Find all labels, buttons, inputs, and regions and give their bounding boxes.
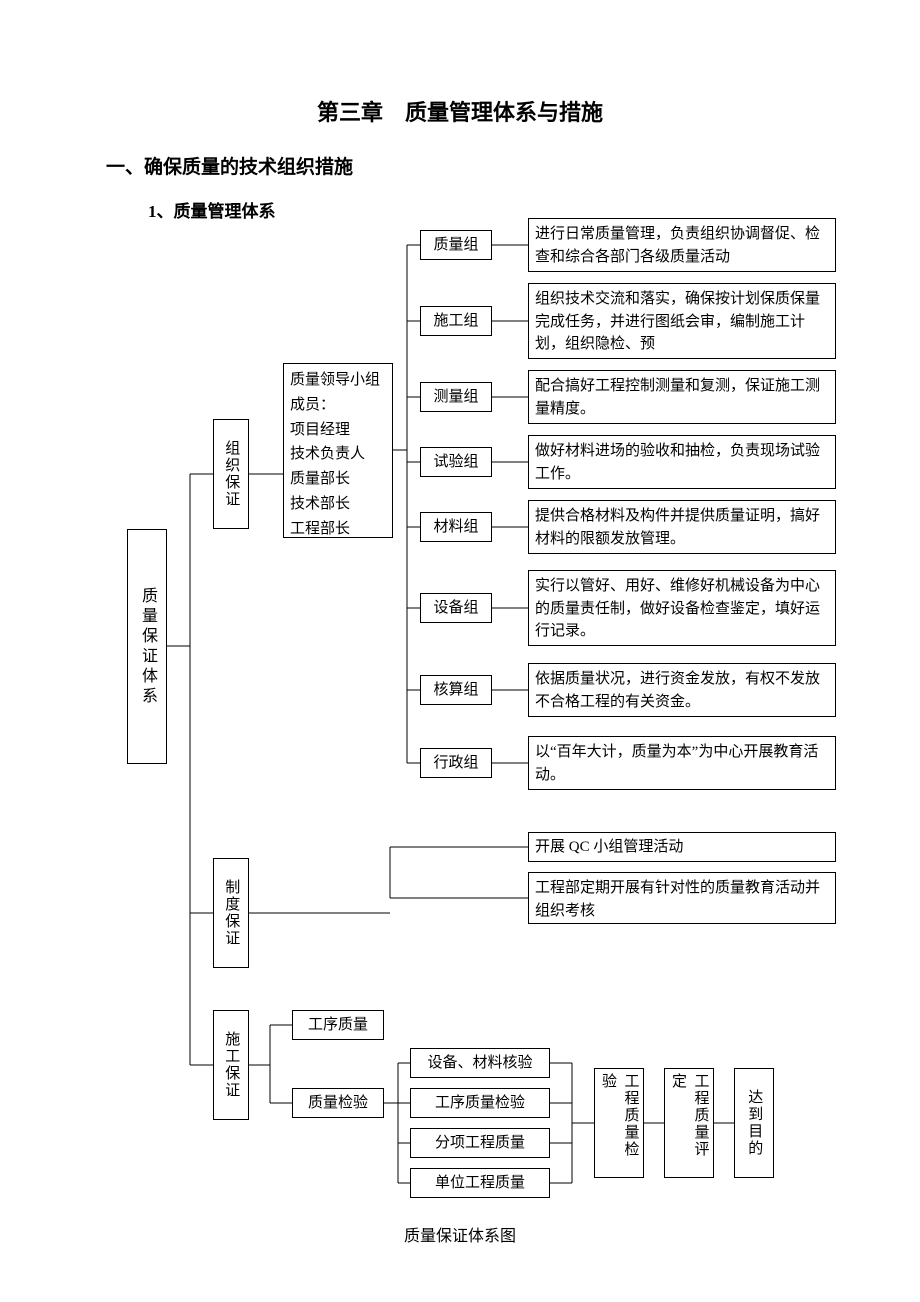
members-box: 质量领导小组成员： 项目经理 技术负责人 质量部长 技术部长 工程部长 (283, 363, 393, 538)
flow-0: 工程质量检验 (594, 1068, 644, 1178)
group-desc-2: 配合搞好工程控制测量和复测，保证施工测量精度。 (528, 370, 836, 424)
chapter-title: 第三章 质量管理体系与措施 (0, 95, 920, 127)
group-name-3: 试验组 (420, 447, 492, 477)
group-desc-1: 组织技术交流和落实，确保按计划保质保量完成任务，并进行图纸会审，编制施工计划，组… (528, 283, 836, 359)
group-desc-0: 进行日常质量管理，负责组织协调督促、检查和综合各部门各级质量活动 (528, 218, 836, 272)
group-name-6: 核算组 (420, 675, 492, 705)
sys-item-0: 开展 QC 小组管理活动 (528, 832, 836, 862)
group-name-2: 测量组 (420, 382, 492, 412)
check-item-3: 单位工程质量 (410, 1168, 550, 1198)
subsection-heading: 1、质量管理体系 (148, 197, 276, 222)
group-desc-6: 依据质量状况，进行资金发放，有权不发放不合格工程的有关资金。 (528, 663, 836, 717)
group-name-0: 质量组 (420, 230, 492, 260)
con-quality-check: 质量检验 (292, 1088, 384, 1118)
root-node: 质量保证体系 (127, 529, 167, 764)
con-proc-quality: 工序质量 (292, 1010, 384, 1040)
group-desc-4: 提供合格材料及构件并提供质量证明，搞好材料的限额发放管理。 (528, 500, 836, 554)
section-heading: 一、确保质量的技术组织措施 (106, 152, 353, 179)
diagram-canvas: 第三章 质量管理体系与措施 一、确保质量的技术组织措施 1、质量管理体系 质量保… (0, 0, 920, 1302)
flow-1: 工程质量评定 (664, 1068, 714, 1178)
check-item-0: 设备、材料核验 (410, 1048, 550, 1078)
branch-sys: 制度保证 (213, 858, 249, 968)
group-name-1: 施工组 (420, 306, 492, 336)
check-item-2: 分项工程质量 (410, 1128, 550, 1158)
group-desc-7: 以“百年大计，质量为本”为中心开展教育活动。 (528, 736, 836, 790)
flow-2: 达到目的 (734, 1068, 774, 1178)
diagram-caption: 质量保证体系图 (0, 1222, 920, 1246)
check-item-1: 工序质量检验 (410, 1088, 550, 1118)
group-name-5: 设备组 (420, 593, 492, 623)
branch-org: 组织保证 (213, 419, 249, 529)
group-desc-5: 实行以管好、用好、维修好机械设备为中心的质量责任制，做好设备检查鉴定，填好运行记… (528, 570, 836, 646)
branch-con: 施工保证 (213, 1010, 249, 1120)
group-name-4: 材料组 (420, 512, 492, 542)
sys-item-1: 工程部定期开展有针对性的质量教育活动并组织考核 (528, 872, 836, 924)
group-desc-3: 做好材料进场的验收和抽检，负责现场试验工作。 (528, 435, 836, 489)
group-name-7: 行政组 (420, 748, 492, 778)
